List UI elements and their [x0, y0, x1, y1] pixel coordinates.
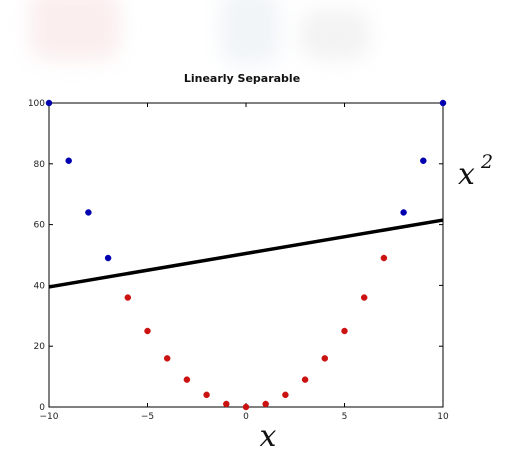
y-tick-label: 20: [34, 342, 46, 352]
y-tick-label: 0: [39, 403, 45, 413]
blue-data-point: [45, 99, 53, 107]
blue-data-point: [65, 157, 72, 165]
red-data-point: [144, 327, 151, 335]
y-axis-label: x: [458, 157, 475, 192]
red-data-point: [262, 400, 269, 408]
background-blur-3: [300, 10, 370, 60]
chart-title: Linearly Separable: [184, 72, 300, 85]
red-data-point: [183, 376, 191, 383]
blue-data-point: [400, 209, 407, 216]
background-blur-1: [30, 0, 120, 60]
y-axis-label-exponent: 2: [480, 151, 493, 173]
blue-data-point: [420, 157, 427, 165]
red-data-point: [223, 400, 230, 408]
blue-data-point: [439, 99, 447, 107]
x-tick-label: −5: [141, 412, 154, 422]
red-data-point: [301, 376, 309, 383]
y-tick-label: 40: [34, 281, 46, 291]
red-data-point: [282, 391, 289, 399]
y-axis-label-group: x 2: [458, 151, 493, 192]
red-data-point: [124, 294, 132, 301]
scatter-points: [45, 99, 447, 411]
red-data-point: [242, 403, 250, 411]
blue-data-point: [85, 209, 92, 216]
blue-data-point: [104, 254, 112, 262]
separating-line: [48, 218, 444, 289]
background-blur-2: [220, 0, 280, 65]
x-tick-label: 10: [437, 412, 449, 422]
red-data-point: [321, 355, 329, 362]
decision-boundary: [48, 218, 444, 289]
y-tick-label: 60: [34, 221, 46, 231]
y-tick-label: 80: [34, 160, 46, 170]
red-data-point: [203, 391, 210, 399]
x-axis-label: x: [260, 419, 277, 454]
red-data-point: [360, 294, 368, 301]
plot-area: [48, 102, 444, 408]
x-tick-label: 5: [342, 412, 348, 422]
x-tick-label: −10: [40, 412, 59, 422]
red-data-point: [341, 327, 348, 335]
red-data-point: [380, 254, 388, 262]
y-tick-label: 100: [28, 99, 45, 109]
red-data-point: [163, 355, 171, 362]
x-tick-label: 0: [243, 412, 249, 422]
